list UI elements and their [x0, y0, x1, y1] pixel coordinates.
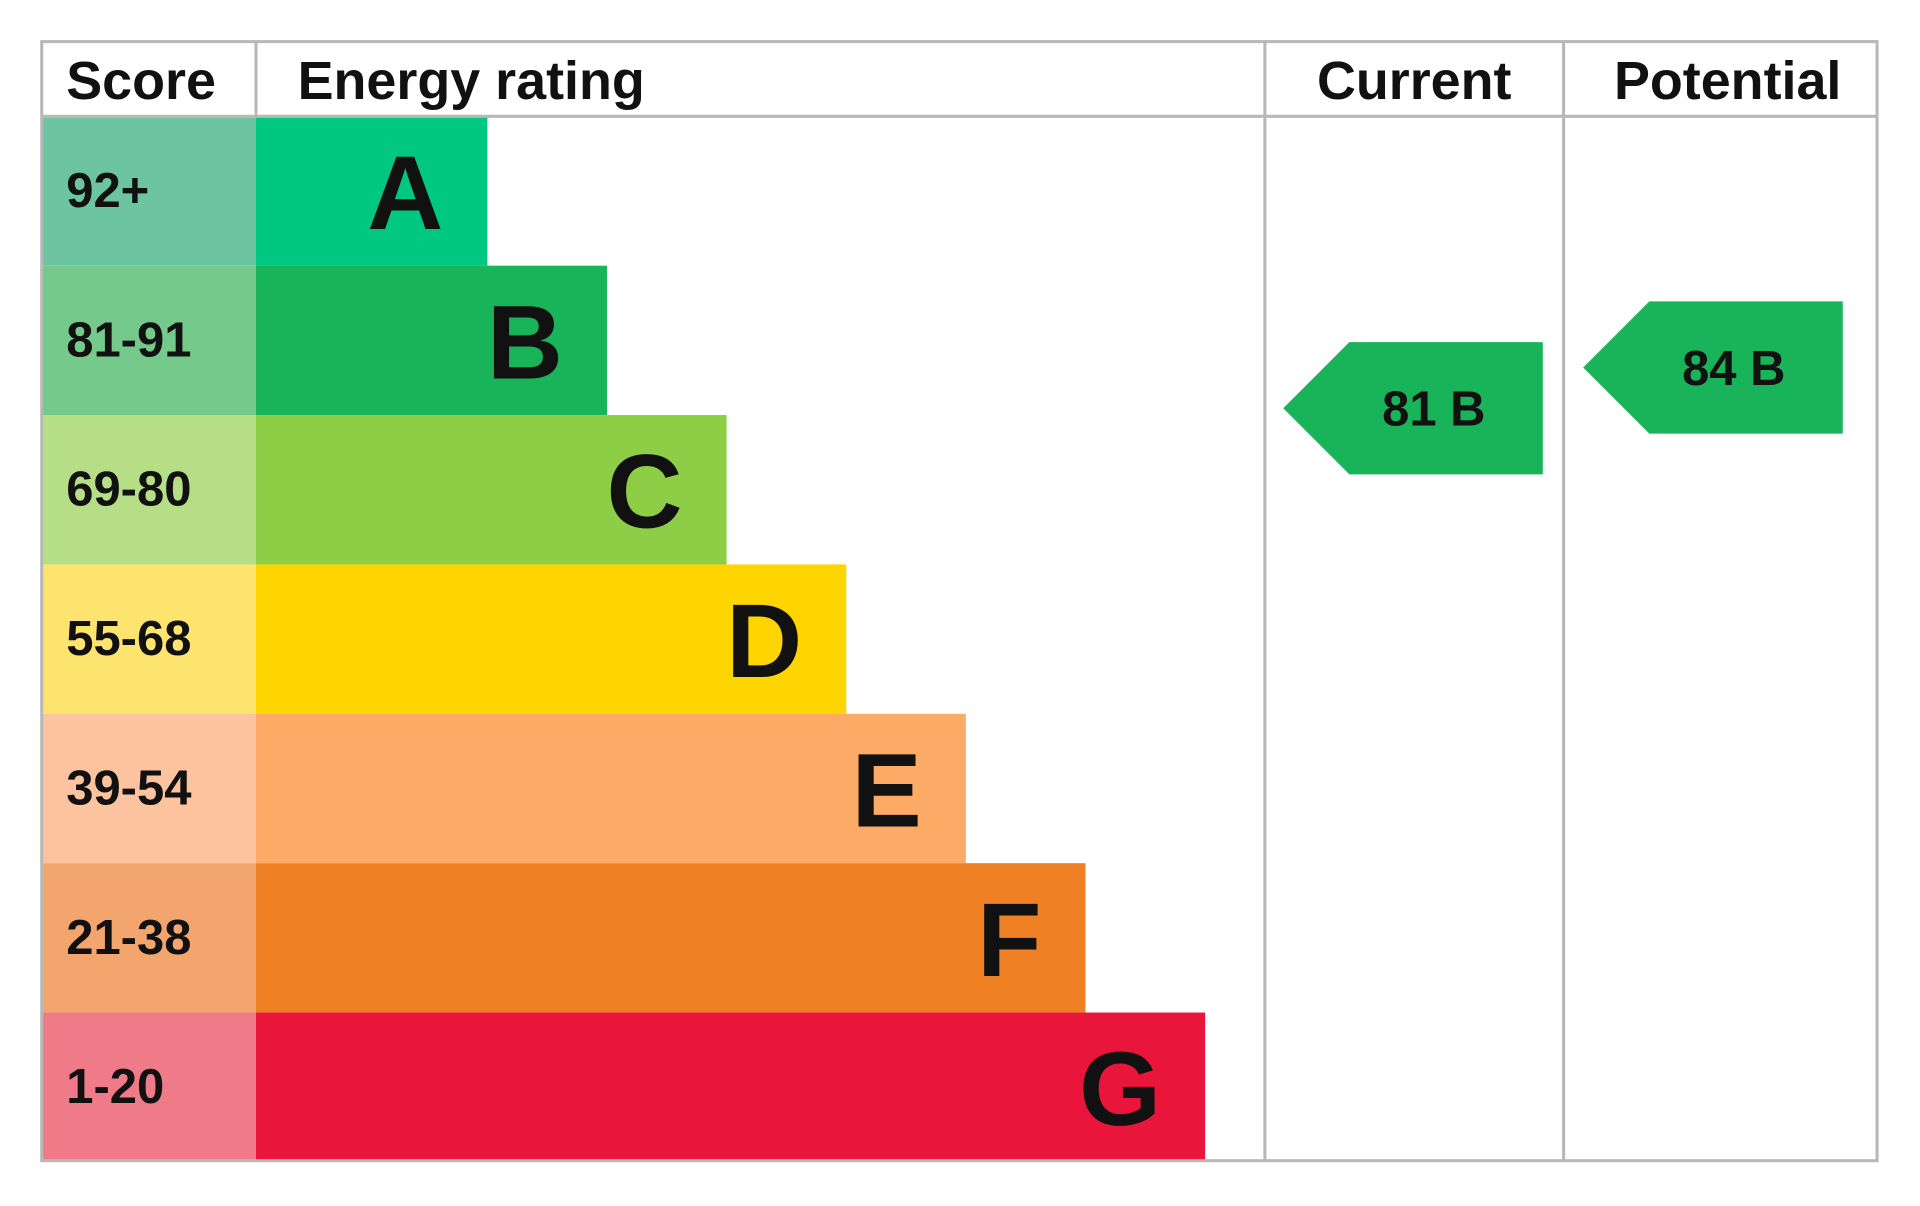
- band-letter: E: [852, 732, 922, 849]
- score-cell: [41, 863, 256, 1013]
- band-bar: [255, 713, 966, 864]
- band-bar: [255, 1012, 1206, 1162]
- bands: 92+ A 81-91 B 69-80 C 55-68 D 39-54 E 21-38 F 1-20 G: [41, 116, 1206, 1162]
- score-cell: [41, 116, 256, 266]
- band-bar: [255, 415, 727, 565]
- band-score: 92+: [66, 164, 149, 218]
- header-current: Current: [1317, 51, 1512, 111]
- band-letter: D: [726, 583, 802, 700]
- band-letter: G: [1079, 1031, 1161, 1148]
- score-cell: [41, 265, 256, 416]
- band-score: 69-80: [66, 463, 191, 517]
- band-bar: [255, 863, 1086, 1013]
- band-bar: [255, 265, 608, 416]
- band-letter: F: [977, 882, 1041, 999]
- band-score: 21-38: [66, 911, 191, 965]
- table-border: [40, 40, 1879, 1163]
- rating-label: 81 B: [1382, 382, 1485, 436]
- band-bar: [255, 564, 847, 714]
- rating-arrow: [1283, 342, 1543, 475]
- rating-arrow: [1583, 301, 1843, 434]
- header-potential: Potential: [1614, 51, 1841, 111]
- band-score: 39-54: [66, 761, 191, 815]
- score-cell: [41, 713, 256, 864]
- header-score: Score: [66, 51, 216, 111]
- band-score: 1-20: [66, 1060, 164, 1114]
- score-cell: [41, 415, 256, 565]
- band-letter: C: [607, 434, 683, 551]
- rating-label: 84 B: [1682, 342, 1785, 396]
- table-lines: [40, 40, 1879, 1163]
- score-cell: [41, 564, 256, 714]
- header-rating: Energy rating: [298, 51, 645, 111]
- band-score: 81-91: [66, 313, 191, 367]
- score-cell: [41, 1012, 256, 1162]
- band-bar: [255, 116, 488, 266]
- band-score: 55-68: [66, 612, 191, 666]
- band-letter: A: [367, 135, 443, 252]
- band-letter: B: [487, 284, 563, 401]
